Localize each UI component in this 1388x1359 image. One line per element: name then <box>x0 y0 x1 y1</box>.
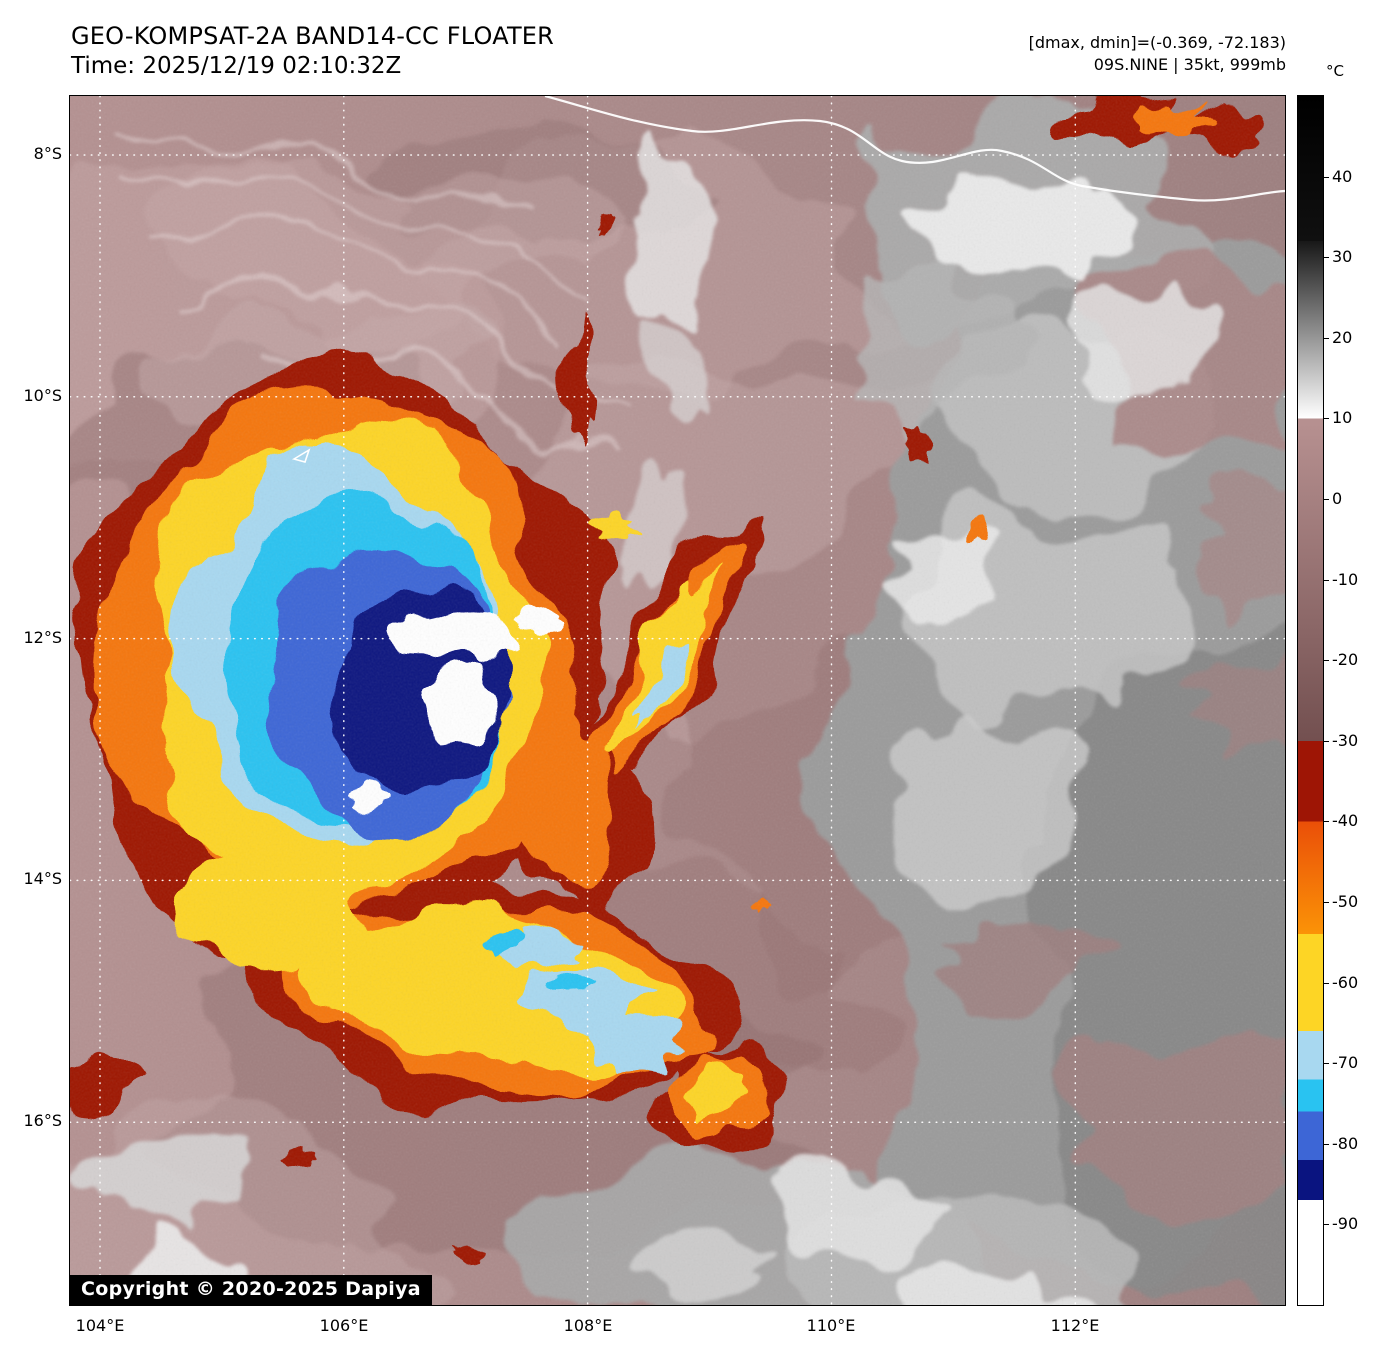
colorbar-tick-label: -20 <box>1332 650 1359 669</box>
map-canvas: Copyright © 2020-2025 Dapiya <box>69 95 1286 1306</box>
figure-time: Time: 2025/12/19 02:10:32Z <box>71 53 402 79</box>
colorbar-tick-label: -10 <box>1332 570 1359 589</box>
colorbar-tick-mark <box>1324 902 1329 903</box>
colorbar-tick-label: 10 <box>1332 408 1353 427</box>
lon-tick-label: 108°E <box>563 1316 613 1335</box>
colorbar-tick-mark <box>1324 257 1329 258</box>
colorbar-tick-mark <box>1324 1144 1329 1145</box>
colorbar-tick-mark <box>1324 821 1329 822</box>
colorbar-tick-mark <box>1324 177 1329 178</box>
lat-tick-label: 8°S <box>33 144 62 163</box>
lat-tick-label: 14°S <box>23 869 62 888</box>
lon-tick-label: 104°E <box>75 1316 125 1335</box>
header-readouts: [dmax, dmin]=(-0.369, -72.183) 09S.NINE … <box>1029 32 1286 76</box>
cyclone-center-marker <box>291 448 311 463</box>
lon-tick-label: 110°E <box>806 1316 856 1335</box>
lon-tick-label: 106°E <box>319 1316 369 1335</box>
figure-title: GEO-KOMPSAT-2A BAND14-CC FLOATER <box>71 22 555 50</box>
lat-tick-label: 10°S <box>23 386 62 405</box>
satellite-scene <box>70 96 1285 1305</box>
copyright-badge: Copyright © 2020-2025 Dapiya <box>70 1275 432 1305</box>
colorbar-tick-label: 30 <box>1332 247 1353 266</box>
storm-intensity-readout: 09S.NINE | 35kt, 999mb <box>1093 55 1286 74</box>
colorbar-gradient <box>1298 96 1323 1305</box>
colorbar-tick-label: -60 <box>1332 973 1359 992</box>
colorbar-tick-mark <box>1324 660 1329 661</box>
lon-tick-label: 112°E <box>1050 1316 1100 1335</box>
colorbar-tick-mark <box>1324 499 1329 500</box>
colorbar-tick-mark <box>1324 1063 1329 1064</box>
colorbar-tick-label: -30 <box>1332 731 1359 750</box>
colorbar-tick-label: 40 <box>1332 167 1353 186</box>
colorbar-tick-label: -40 <box>1332 811 1359 830</box>
colorbar-unit-label: °C <box>1326 62 1344 80</box>
colorbar-tick-mark <box>1324 1224 1329 1225</box>
colorbar-tick-label: 20 <box>1332 328 1353 347</box>
colorbar-tick-label: -50 <box>1332 892 1359 911</box>
grid-lines <box>70 96 1285 1305</box>
dmax-dmin-readout: [dmax, dmin]=(-0.369, -72.183) <box>1028 33 1286 52</box>
colorbar-tick-label: -80 <box>1332 1134 1359 1153</box>
image-grain <box>70 96 1285 1305</box>
lat-tick-label: 12°S <box>23 628 62 647</box>
colorbar-tick-mark <box>1324 580 1329 581</box>
colorbar-tick-mark <box>1324 338 1329 339</box>
colorbar-tick-label: -70 <box>1332 1053 1359 1072</box>
lat-tick-label: 16°S <box>23 1111 62 1130</box>
colorbar-tick-mark <box>1324 983 1329 984</box>
coastline <box>544 96 1285 202</box>
colorbar-tick-label: 0 <box>1332 489 1343 508</box>
colorbar-tick-mark <box>1324 418 1329 419</box>
colorbar-tick-label: -90 <box>1332 1214 1359 1233</box>
colorbar-tick-mark <box>1324 741 1329 742</box>
colorbar <box>1297 95 1324 1306</box>
